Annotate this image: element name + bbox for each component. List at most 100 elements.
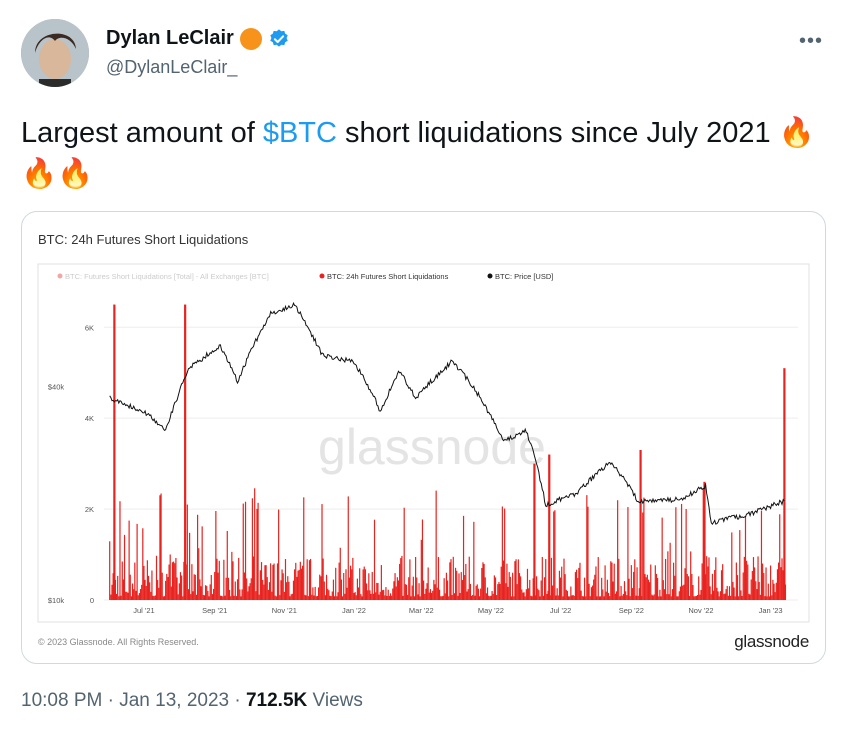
liquidation-bar [643, 497, 645, 600]
liquidation-spike-bar [639, 450, 642, 600]
liquidation-bar [766, 596, 768, 600]
liquidation-bar [509, 576, 511, 600]
liquidation-bar [226, 530, 228, 600]
liquidation-bar [110, 594, 112, 600]
liquidation-bar [712, 590, 715, 600]
author-display-name[interactable]: Dylan LeClair [106, 27, 234, 49]
liquidation-bar [485, 593, 487, 600]
liquidation-bar [421, 519, 424, 600]
liquidation-bar [242, 503, 244, 600]
liquidation-bar [765, 567, 767, 600]
liquidation-bar [401, 555, 403, 600]
tweet-date[interactable]: Jan 13, 2023 [119, 690, 230, 711]
liquidation-bar [265, 565, 267, 600]
legend-dot [57, 273, 63, 279]
liquidation-bar [779, 514, 781, 600]
tweet-time[interactable]: 10:08 PM [21, 690, 103, 711]
liquidation-bar [330, 596, 332, 600]
liquidation-bar [435, 490, 437, 600]
liquidation-bar [561, 566, 563, 600]
more-options-icon[interactable]: ••• [798, 30, 823, 52]
liquidation-bar [146, 560, 148, 600]
liquidation-bar [287, 576, 289, 600]
liquidation-bar [653, 594, 655, 600]
liquidation-bar [629, 596, 631, 600]
liquidation-bar [583, 577, 586, 600]
liquidation-bar [117, 575, 119, 600]
liquidation-bar [288, 581, 290, 600]
liquidation-bar [502, 560, 505, 600]
liquidation-bar [429, 589, 432, 600]
liquidation-bar [372, 593, 374, 600]
liquidation-bar [112, 573, 114, 600]
liquidation-bar [692, 585, 694, 600]
legend-label: BTC: Price [USD] [495, 272, 553, 281]
liquidation-bar [571, 595, 573, 600]
liquidation-bar [531, 596, 533, 600]
liquidation-bar [450, 559, 452, 600]
liquidation-bar [731, 532, 733, 600]
avatar[interactable] [21, 19, 89, 87]
liquidation-bar [649, 582, 651, 600]
liquidation-bar [212, 588, 215, 600]
liquidation-bar [615, 591, 618, 600]
liquidation-bar [312, 587, 314, 600]
liquidation-bar [602, 589, 604, 600]
liquidation-bar [135, 590, 137, 600]
liquidation-bar [590, 587, 592, 600]
liquidation-bar [478, 596, 481, 600]
liquidation-bar [630, 565, 632, 600]
liquidation-bar [651, 594, 653, 600]
liquidation-bar [634, 559, 636, 600]
x-axis-tick: Mar '22 [409, 606, 434, 615]
liquidation-bar [445, 572, 448, 600]
x-axis-tick: Jan '23 [759, 606, 783, 615]
liquidation-bar [276, 563, 279, 600]
liquidation-bar [380, 565, 382, 600]
liquidation-bar [207, 590, 209, 600]
liquidation-bar [152, 595, 154, 600]
liquidation-bar [190, 594, 192, 600]
liquidation-bar [347, 496, 349, 600]
liquidation-bar [525, 589, 527, 600]
liquidation-bar [303, 497, 305, 600]
liquidation-bar [518, 573, 521, 600]
liquidation-bar [222, 596, 224, 600]
liquidation-bar [747, 564, 749, 600]
liquidation-bar [280, 580, 282, 600]
liquidation-bar [755, 581, 757, 600]
cashtag-link[interactable]: $BTC [262, 117, 337, 149]
liquidation-bar [654, 565, 656, 600]
liquidation-bar [617, 500, 619, 600]
liquidation-bar [408, 577, 410, 600]
liquidation-bar [724, 593, 726, 600]
views-count[interactable]: 712.5K [245, 690, 308, 711]
liquidation-bar [559, 577, 562, 600]
liquidation-bar [679, 586, 682, 600]
liquidation-bar [419, 596, 421, 600]
author-handle[interactable]: @DylanLeClair_ [106, 57, 238, 77]
liquidation-bar [588, 583, 590, 600]
chart-image-card[interactable]: BTC: 24h Futures Short Liquidations BTC:… [21, 211, 826, 664]
liquidation-bar [248, 586, 250, 600]
right-axis-tick: 0 [90, 596, 94, 605]
liquidation-bar [556, 588, 558, 600]
liquidation-bar [195, 594, 198, 600]
x-axis-tick: Nov '21 [272, 606, 297, 615]
liquidation-bar [476, 584, 478, 600]
liquidation-bar [278, 509, 280, 600]
liquidation-bar [348, 577, 351, 600]
liquidation-bar [696, 594, 699, 600]
liquidation-bar [341, 596, 344, 600]
liquidation-bar [589, 596, 591, 600]
liquidation-bar [219, 595, 222, 600]
liquidation-bar [163, 596, 166, 600]
liquidation-bar [211, 594, 214, 600]
liquidation-bar [658, 596, 660, 600]
liquidation-bar [441, 596, 443, 600]
liquidation-bar [297, 570, 299, 600]
liquidation-bar [155, 555, 158, 600]
liquidation-bar [337, 592, 339, 600]
liquidation-bar [247, 591, 249, 600]
legend-label: BTC: Futures Short Liquidations [Total] … [65, 272, 269, 281]
